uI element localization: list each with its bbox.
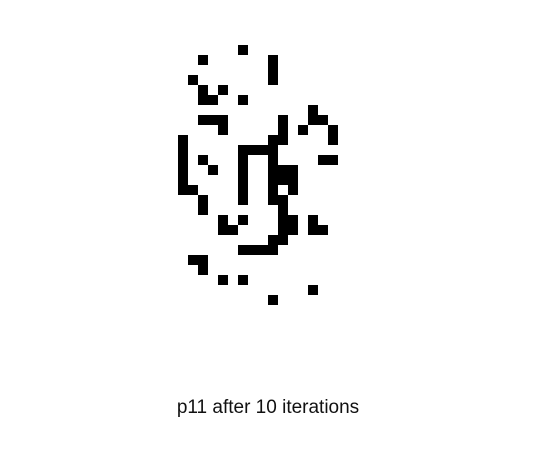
- live-cell: [268, 185, 278, 195]
- live-cell: [318, 225, 328, 235]
- live-cell: [268, 75, 278, 85]
- live-cell: [288, 175, 298, 185]
- live-cell: [218, 115, 228, 125]
- live-cell: [278, 195, 288, 205]
- live-cell: [238, 155, 248, 165]
- live-cell: [298, 125, 308, 135]
- live-cell: [198, 85, 208, 95]
- live-cell: [198, 115, 208, 125]
- live-cell: [288, 215, 298, 225]
- live-cell: [278, 125, 288, 135]
- live-cell: [238, 275, 248, 285]
- live-cell: [268, 235, 278, 245]
- live-cell: [268, 165, 278, 175]
- live-cell: [308, 115, 318, 125]
- live-cell: [238, 215, 248, 225]
- live-cell: [258, 245, 268, 255]
- live-cell: [258, 145, 268, 155]
- live-cell: [238, 165, 248, 175]
- live-cell: [238, 245, 248, 255]
- figure-caption: p11 after 10 iterations: [0, 396, 536, 420]
- live-cell: [238, 195, 248, 205]
- live-cell: [308, 105, 318, 115]
- live-cell: [218, 85, 228, 95]
- live-cell: [198, 155, 208, 165]
- live-cell: [238, 175, 248, 185]
- live-cell: [288, 165, 298, 175]
- live-cell: [248, 145, 258, 155]
- live-cell: [178, 145, 188, 155]
- live-cell: [208, 165, 218, 175]
- live-cell: [238, 185, 248, 195]
- live-cell: [318, 115, 328, 125]
- live-cell: [178, 135, 188, 145]
- live-cell: [318, 155, 328, 165]
- live-cell: [208, 115, 218, 125]
- live-cell: [268, 295, 278, 305]
- live-cell: [238, 45, 248, 55]
- live-cell: [278, 135, 288, 145]
- live-cell: [178, 175, 188, 185]
- live-cell: [268, 135, 278, 145]
- live-cell: [268, 195, 278, 205]
- live-cell: [268, 175, 278, 185]
- live-cell: [218, 125, 228, 135]
- live-cell: [238, 145, 248, 155]
- live-cell: [208, 95, 218, 105]
- live-cell: [278, 205, 288, 215]
- live-cell: [308, 215, 318, 225]
- live-cell: [328, 155, 338, 165]
- live-cell: [198, 265, 208, 275]
- live-cell: [268, 155, 278, 165]
- live-cell: [288, 185, 298, 195]
- live-cell: [328, 125, 338, 135]
- live-cell: [218, 225, 228, 235]
- live-cell: [268, 55, 278, 65]
- live-cell: [198, 195, 208, 205]
- live-cell: [178, 185, 188, 195]
- live-cell: [278, 115, 288, 125]
- live-cell: [178, 155, 188, 165]
- live-cell: [198, 95, 208, 105]
- live-cell: [228, 225, 238, 235]
- live-cell: [278, 225, 288, 235]
- live-cell: [278, 165, 288, 175]
- live-cell: [198, 55, 208, 65]
- live-cell: [248, 245, 258, 255]
- live-cell: [178, 165, 188, 175]
- live-cell: [198, 255, 208, 265]
- live-cell: [218, 215, 228, 225]
- live-cell: [268, 245, 278, 255]
- live-cell: [268, 145, 278, 155]
- live-cell: [288, 225, 298, 235]
- live-cell: [238, 95, 248, 105]
- live-cell: [218, 275, 228, 285]
- live-cell: [308, 285, 318, 295]
- live-cell: [188, 255, 198, 265]
- live-cell: [268, 65, 278, 75]
- live-cell: [308, 225, 318, 235]
- live-cell: [278, 215, 288, 225]
- live-cell: [278, 235, 288, 245]
- live-cell: [188, 75, 198, 85]
- live-cell: [188, 185, 198, 195]
- live-cell: [328, 135, 338, 145]
- live-cell: [198, 205, 208, 215]
- live-cell: [278, 175, 288, 185]
